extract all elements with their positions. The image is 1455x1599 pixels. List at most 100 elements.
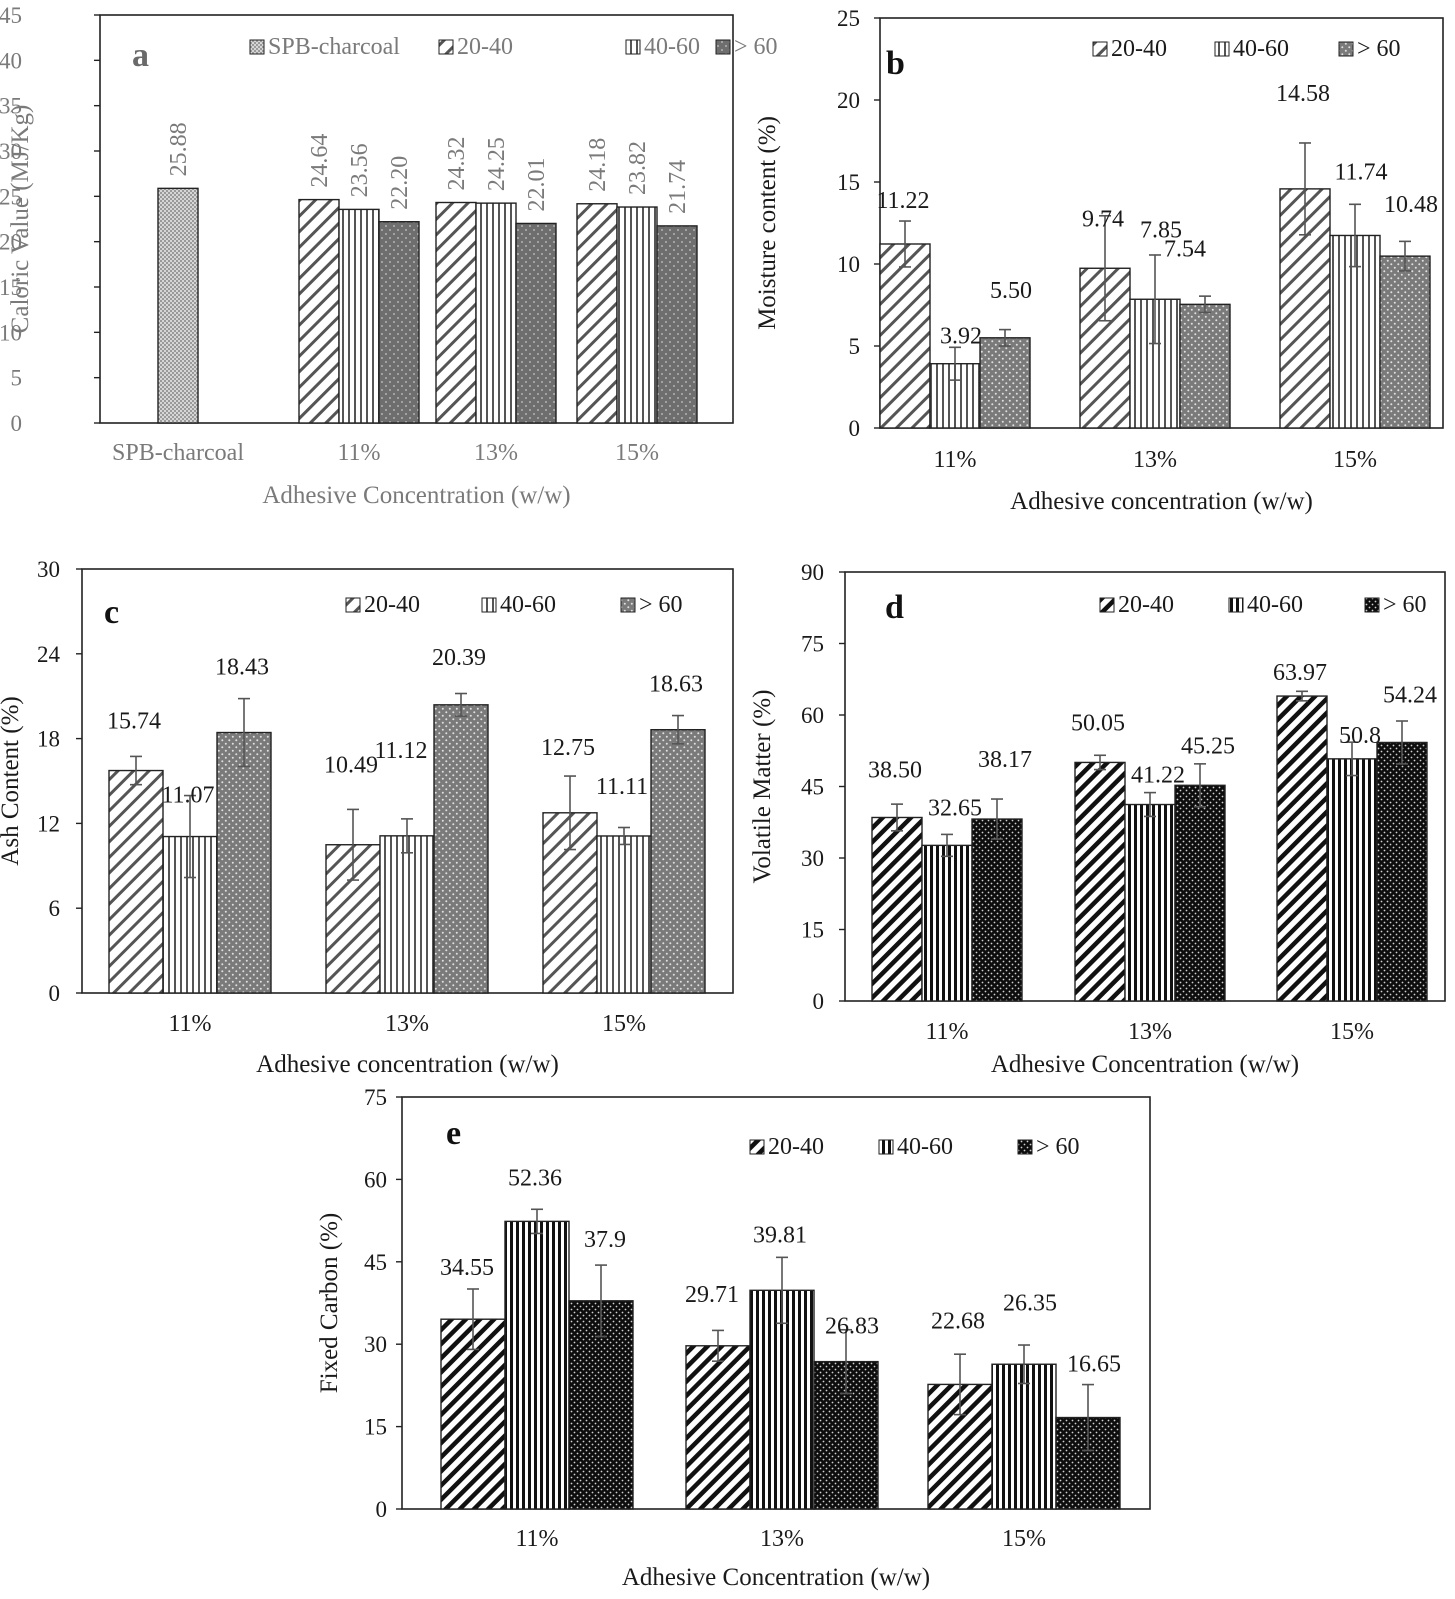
y-axis-title: Caloric Value (MJ/Kg) — [7, 105, 34, 334]
error-bar — [1149, 254, 1161, 345]
error-bar — [776, 1256, 788, 1325]
data-label: 11.12 — [374, 738, 427, 764]
error-bar — [899, 220, 911, 268]
y-tick-label: 30 — [37, 557, 60, 582]
error-bar — [401, 818, 413, 854]
error-bar — [949, 346, 961, 381]
data-label: 16.65 — [1067, 1352, 1121, 1378]
bar-b-s1-c2 — [1329, 234, 1381, 429]
error-bar — [954, 1353, 966, 1416]
data-label: 63.97 — [1273, 660, 1327, 686]
legend-entry: 40-60 — [897, 1134, 953, 1160]
bar-b-s2-c1 — [1179, 303, 1231, 429]
error-bar — [1296, 690, 1308, 702]
legend-entry: 20-40 — [1118, 592, 1174, 618]
legend-swatch — [1099, 597, 1115, 613]
y-tick-label: 24 — [37, 642, 61, 667]
y-tick-label: 0 — [849, 416, 861, 441]
bar-c-s2-c2 — [650, 728, 706, 994]
data-label: 39.81 — [753, 1222, 807, 1248]
y-tick-label: 15 — [364, 1415, 387, 1440]
y-axis-title: Ash Content (%) — [0, 696, 24, 865]
legend-swatch — [620, 597, 636, 613]
legend-swatch — [249, 39, 265, 55]
data-label: 24.18 — [585, 138, 611, 192]
x-tick-label: 11% — [337, 440, 380, 466]
error-bar — [991, 798, 1003, 840]
bar-a-s3-c1 — [378, 221, 420, 424]
bar-b-s0-c0 — [879, 243, 931, 429]
error-bar — [1194, 763, 1206, 808]
x-tick-label: 11% — [925, 1019, 968, 1045]
data-label: 24.32 — [444, 136, 470, 190]
error-bar — [564, 775, 576, 851]
panel-label: d — [885, 589, 904, 626]
bar-e-s0-c0 — [440, 1318, 506, 1510]
y-tick-label: 10 — [837, 252, 860, 277]
data-label: 18.63 — [649, 672, 703, 698]
error-bar — [130, 755, 142, 786]
data-label: 7.85 — [1140, 217, 1182, 243]
bar-a-s2-c2 — [475, 202, 517, 424]
bar-d-s0-c0 — [871, 816, 923, 1002]
x-tick-label: 11% — [933, 447, 976, 473]
data-label: 10.49 — [324, 753, 378, 779]
y-tick-label: 30 — [364, 1332, 387, 1357]
x-tick-label: 13% — [760, 1526, 804, 1552]
bar-b-s2-c2 — [1379, 255, 1431, 429]
legend: 20-40 40-60 > 60 — [1092, 36, 1401, 62]
data-label: 50.05 — [1071, 710, 1125, 736]
error-bar — [184, 794, 196, 879]
data-label: 45.25 — [1181, 733, 1235, 759]
error-bar — [999, 328, 1011, 347]
data-label: 38.50 — [868, 757, 922, 783]
y-tick-label: 15 — [0, 275, 22, 300]
data-label: 11.74 — [1334, 159, 1387, 185]
panel-label: e — [446, 1115, 461, 1152]
legend-entry: 40-60 — [500, 592, 556, 618]
error-bar — [1396, 720, 1408, 765]
error-bar — [672, 714, 684, 745]
error-bar — [1399, 240, 1411, 272]
legend-entry: 20-40 — [768, 1134, 824, 1160]
y-tick-label: 25 — [0, 184, 22, 209]
y-tick-label: 10 — [0, 320, 22, 345]
legend-entry: 40-60 — [644, 34, 700, 60]
x-tick-label: 15% — [615, 440, 659, 466]
legend-entry: 20-40 — [364, 592, 420, 618]
y-tick-label: 60 — [801, 703, 824, 728]
bar-a-s1-c2 — [435, 201, 477, 424]
bar-d-s0-c1 — [1074, 761, 1126, 1002]
data-label: 11.07 — [161, 783, 214, 809]
error-bar — [1094, 754, 1106, 771]
legend-entry: SPB-charcoal — [268, 34, 400, 60]
error-bar — [1099, 214, 1111, 322]
data-label: 52.36 — [508, 1165, 562, 1191]
data-label: 14.58 — [1276, 81, 1330, 107]
legend-swatch — [625, 39, 641, 55]
error-bar — [891, 803, 903, 832]
x-axis-title: Adhesive Concentration (w/w) — [991, 1051, 1299, 1078]
data-label: 32.65 — [928, 795, 982, 821]
y-tick-label: 35 — [0, 94, 22, 119]
legend-swatch — [1338, 41, 1354, 57]
y-tick-label: 75 — [801, 632, 824, 657]
legend-swatch — [1092, 41, 1108, 57]
data-label: 38.17 — [978, 747, 1032, 773]
data-label: 9.74 — [1082, 206, 1124, 232]
y-tick-label: 75 — [364, 1085, 387, 1110]
data-label: 11.11 — [596, 774, 648, 800]
legend-swatch — [438, 39, 454, 55]
chart-panel-e: 0 15 30 45 60 75 11% 34.55 52.36 37.9 13% 29.71 39.8… — [316, 1085, 1151, 1591]
y-tick-label: 30 — [0, 139, 22, 164]
y-tick-label: 0 — [376, 1497, 388, 1522]
x-tick-label: 11% — [168, 1011, 211, 1037]
bar-a-s1-c1 — [298, 198, 340, 424]
data-label: 37.9 — [584, 1227, 626, 1253]
data-label: 54.24 — [1383, 682, 1437, 708]
data-label: 23.56 — [347, 143, 373, 197]
error-bar — [840, 1328, 852, 1395]
bar-a-s2-c1 — [338, 208, 380, 424]
error-bar — [531, 1208, 543, 1235]
data-label: 22.20 — [387, 156, 413, 210]
